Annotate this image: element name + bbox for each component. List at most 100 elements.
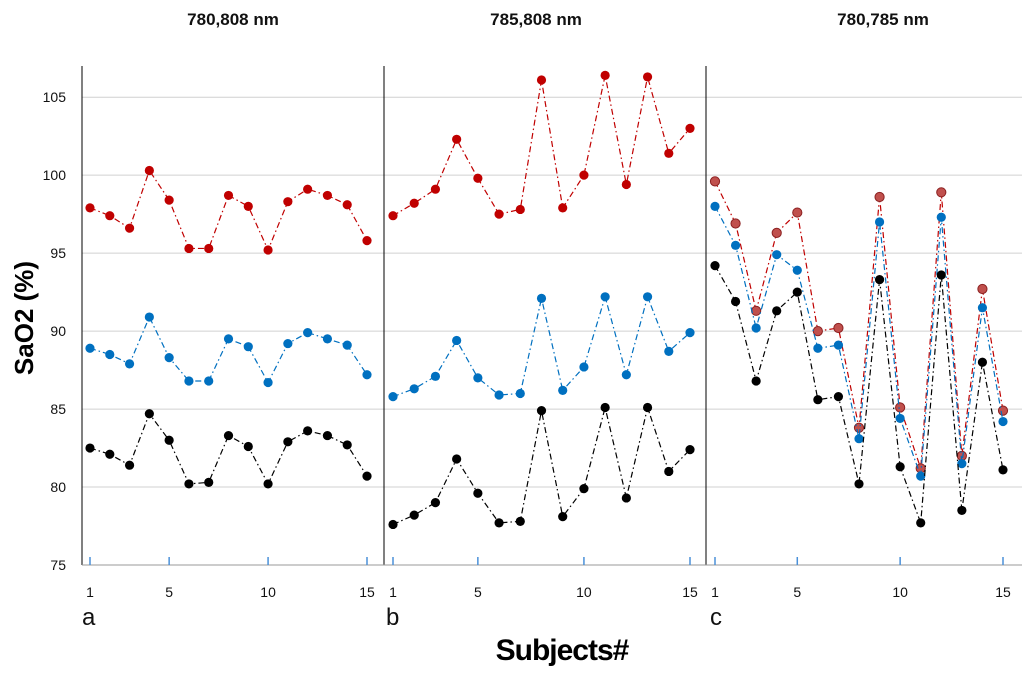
data-point: [164, 353, 174, 363]
y-axis-title: SaO2 (%): [9, 261, 39, 375]
x-tick-label: 15: [359, 584, 375, 600]
y-tick-label: 75: [50, 557, 66, 573]
data-point: [85, 203, 95, 213]
x-tick-label: 15: [682, 584, 698, 600]
y-tick-label: 90: [50, 323, 66, 339]
data-point: [812, 325, 823, 337]
data-point: [452, 454, 462, 464]
data-point: [388, 391, 398, 402]
data-point: [388, 211, 398, 221]
data-point: [223, 190, 234, 201]
data-point: [452, 134, 462, 144]
data-point: [664, 148, 674, 158]
data-point: [223, 334, 234, 344]
data-point: [164, 195, 174, 205]
panel-title: 780,785 nm: [837, 10, 929, 29]
data-point: [895, 413, 905, 424]
data-point: [494, 390, 504, 400]
x-tick-label: 1: [711, 584, 719, 600]
data-point: [263, 245, 273, 255]
data-point: [664, 346, 674, 356]
data-point: [772, 250, 782, 260]
data-point: [558, 203, 568, 213]
panel-letter: b: [386, 604, 399, 631]
data-point: [452, 335, 462, 346]
data-point: [144, 409, 154, 419]
data-point: [515, 388, 525, 399]
data-point: [283, 437, 293, 447]
data-point: [223, 430, 234, 441]
y-tick-label: 105: [43, 89, 67, 105]
data-point: [874, 191, 885, 203]
chart-panels: [85, 70, 1009, 530]
data-point: [600, 292, 610, 302]
data-point: [895, 462, 905, 472]
data-point: [243, 342, 253, 352]
data-point: [164, 435, 174, 445]
series-line-black: [89, 412, 368, 486]
labels: SaO2 (%) Subjects# 780,808 nm a 785,808 nm…: [9, 10, 929, 667]
data-point: [303, 328, 313, 338]
data-point: [685, 328, 695, 338]
data-point: [283, 338, 293, 349]
y-tick-label: 80: [50, 479, 66, 495]
data-point: [621, 370, 631, 380]
data-point: [642, 72, 653, 82]
data-point: [730, 218, 741, 229]
data-point: [813, 395, 823, 405]
x-tick-label: 10: [576, 584, 592, 600]
data-point: [303, 426, 313, 436]
grid-lines: [82, 96, 1022, 488]
x-tick-label: 1: [86, 584, 94, 600]
data-point: [813, 343, 823, 353]
data-point: [536, 75, 547, 85]
panel-letter: a: [82, 604, 96, 631]
y-tick-label: 85: [50, 401, 66, 417]
series-line-red: [392, 75, 691, 217]
data-point: [303, 184, 313, 194]
panel-c: [709, 176, 1009, 528]
data-point: [243, 441, 253, 452]
data-point: [685, 123, 695, 133]
data-point: [792, 265, 802, 275]
data-point: [105, 211, 115, 221]
x-tick-label: 10: [892, 584, 908, 600]
data-point: [998, 416, 1008, 427]
data-point: [833, 340, 844, 350]
x-tick-label: 15: [995, 584, 1011, 600]
data-point: [184, 479, 194, 489]
data-point: [977, 357, 988, 367]
y-tick-label: 100: [43, 167, 67, 183]
data-point: [621, 493, 631, 503]
data-point: [936, 212, 946, 222]
data-point: [105, 349, 115, 360]
data-point: [792, 207, 803, 218]
data-point: [957, 459, 967, 469]
data-point: [977, 283, 988, 295]
data-point: [854, 434, 864, 444]
data-point: [342, 340, 352, 350]
data-point: [709, 176, 721, 187]
data-point: [204, 243, 214, 254]
x-axis-title: Subjects#: [496, 634, 630, 667]
data-point: [263, 479, 273, 489]
data-point: [874, 275, 885, 285]
data-point: [473, 373, 483, 383]
data-point: [322, 430, 333, 441]
data-point: [124, 223, 135, 233]
data-point: [144, 165, 154, 176]
data-point: [342, 440, 352, 450]
data-point: [342, 200, 352, 210]
data-point: [263, 377, 273, 388]
data-point: [322, 334, 333, 344]
data-point: [184, 243, 194, 254]
y-tick-label: 95: [50, 245, 66, 261]
data-point: [515, 204, 525, 215]
data-point: [473, 173, 483, 183]
data-point: [916, 471, 926, 481]
data-point: [751, 323, 761, 333]
data-point: [833, 322, 844, 334]
data-point: [124, 359, 135, 369]
data-point: [558, 512, 568, 522]
